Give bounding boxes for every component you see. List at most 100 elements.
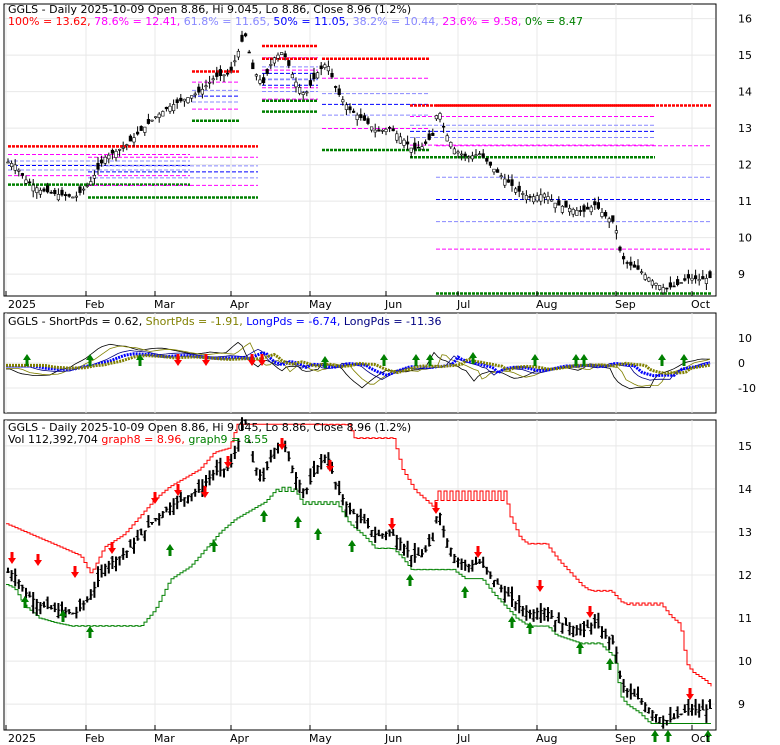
ohlc-bar — [142, 530, 147, 542]
candle-body — [697, 279, 701, 282]
legend-item: 50% = 11.05, — [270, 15, 349, 28]
ohlc-bar — [470, 559, 475, 572]
legend-item: 23.6% = 9.58, — [439, 15, 522, 28]
sell-arrow — [174, 484, 182, 496]
y-tick-label: 12 — [738, 159, 752, 172]
candle-body — [481, 153, 485, 158]
candle-body — [27, 181, 32, 184]
candle — [693, 269, 698, 284]
ohlc-bar — [484, 566, 489, 575]
candle — [531, 193, 536, 205]
candle-body — [38, 189, 42, 195]
candle-body — [56, 194, 60, 201]
x-tick-label: Oct — [691, 732, 711, 745]
candle — [139, 125, 143, 131]
x-tick-label: Mar — [154, 732, 175, 745]
ohlc-bar — [56, 602, 61, 619]
ohlc-bar — [9, 570, 14, 582]
candle-body — [10, 163, 14, 167]
candle — [510, 174, 514, 192]
buy-arrow — [21, 596, 29, 608]
ohlc-bar — [427, 534, 432, 547]
ohlc-bar — [250, 451, 255, 463]
candle — [423, 139, 428, 146]
short-pds-dotted-line — [6, 352, 711, 375]
candle-body — [650, 280, 654, 286]
ohlc-bar — [693, 698, 698, 716]
buy-arrow — [658, 354, 666, 366]
ohlc-bar — [391, 528, 396, 536]
buy-arrow — [23, 354, 31, 366]
ohlc-bar — [85, 596, 90, 603]
ohlc-bar — [402, 543, 406, 556]
candle — [301, 91, 305, 100]
candle — [114, 148, 118, 162]
y-tick-label: 9 — [738, 268, 745, 281]
candle — [154, 116, 158, 120]
ohlc-bar — [517, 595, 522, 614]
candle-body — [269, 64, 273, 66]
ohlc-bar — [114, 556, 118, 572]
candle — [215, 66, 219, 81]
ohlc-bar — [567, 622, 572, 636]
ohlc-bar — [340, 494, 345, 506]
x-tick-label: Jul — [456, 732, 470, 745]
ohlc-bar — [452, 553, 457, 564]
ohlc-bar — [38, 602, 43, 615]
candle — [42, 187, 46, 193]
candle — [218, 65, 223, 82]
x-tick-label: Oct — [691, 298, 711, 311]
candle — [600, 207, 604, 219]
candle-body — [186, 97, 190, 104]
y-tick-label: 14 — [738, 483, 752, 496]
ohlc-bar — [585, 619, 590, 629]
candle-body — [218, 69, 223, 76]
ohlc-bar — [351, 508, 356, 515]
ohlc-panel-frame — [3, 419, 717, 731]
ohlc-bar — [528, 609, 532, 619]
candle-body — [31, 184, 35, 192]
candle-body — [125, 144, 129, 146]
candle — [366, 116, 370, 126]
candle-body — [427, 133, 431, 140]
candle — [467, 155, 471, 163]
candle-body — [13, 164, 17, 171]
candle-body — [236, 50, 241, 58]
candle-body — [380, 129, 385, 132]
candle-body — [150, 119, 154, 122]
buy-arrow — [651, 730, 659, 742]
x-tick-label: Apr — [230, 298, 250, 311]
candle — [621, 252, 626, 265]
candle-body — [211, 78, 215, 81]
x-tick-label: Jun — [384, 298, 402, 311]
candle-body — [546, 196, 550, 201]
legend-item: Vol 112,392,704 — [8, 433, 98, 446]
y-tick-label: 0 — [738, 357, 745, 370]
candle-body — [452, 148, 457, 155]
candle — [13, 159, 17, 175]
x-tick-label: Sep — [615, 732, 636, 745]
x-tick-label: Jun — [384, 732, 402, 745]
candle — [305, 90, 309, 97]
candle-body — [582, 205, 586, 212]
candle — [384, 127, 388, 136]
candle — [240, 30, 244, 43]
candle-body — [215, 72, 219, 77]
candle — [679, 282, 683, 284]
sell-arrow — [8, 552, 16, 564]
candle-body — [391, 128, 395, 132]
ohlc-bar — [380, 533, 385, 539]
ohlc-bar — [384, 531, 388, 541]
oscillator-panel-frame — [3, 312, 717, 414]
candle — [276, 52, 280, 62]
sell-arrow — [248, 354, 256, 366]
ohlc-bar — [445, 538, 450, 548]
candle-body — [708, 271, 712, 279]
candle-body — [121, 147, 125, 149]
ohlc-bar — [240, 417, 244, 431]
candle — [103, 155, 107, 166]
candle-body — [510, 179, 514, 186]
ohlc-bar — [578, 623, 583, 636]
candle-body — [668, 282, 672, 288]
candle — [654, 282, 658, 290]
